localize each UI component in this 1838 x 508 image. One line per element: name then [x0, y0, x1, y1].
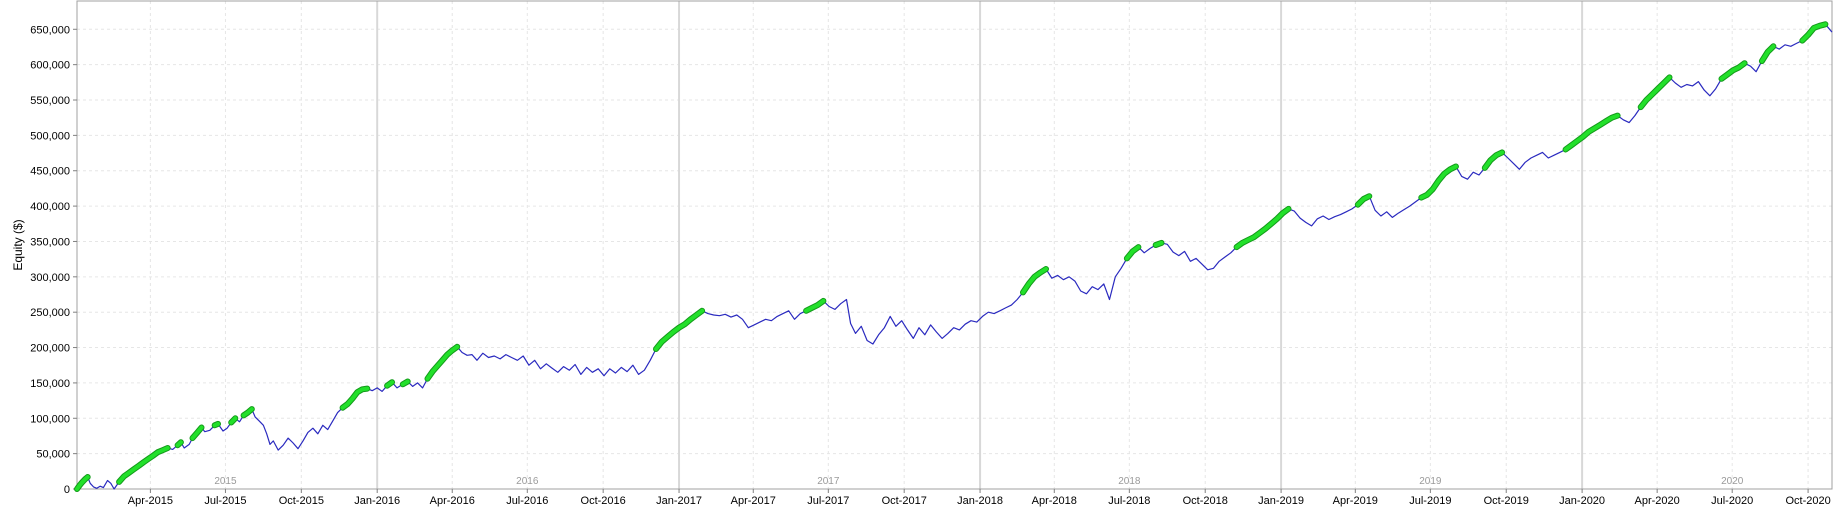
- new-high-segment: [340, 386, 370, 410]
- y-tick-label: 600,000: [30, 60, 70, 72]
- year-label: 2018: [1118, 476, 1141, 487]
- year-label: 2015: [214, 476, 237, 487]
- new-high-segment: [1563, 113, 1620, 152]
- x-tick-label: Apr-2016: [430, 495, 475, 507]
- new-high-segment: [1355, 194, 1372, 207]
- x-tick-label: Jul-2015: [204, 495, 246, 507]
- x-tick-label: Jul-2018: [1108, 495, 1150, 507]
- new-high-segment: [117, 446, 170, 484]
- x-tick-label: Jan-2019: [1258, 495, 1304, 507]
- x-tick-label: Jan-2018: [957, 495, 1003, 507]
- year-label: 2016: [516, 476, 539, 487]
- x-tick-label: Oct-2016: [581, 495, 626, 507]
- new-high-segment: [1021, 267, 1048, 295]
- x-tick-label: Jul-2020: [1711, 495, 1753, 507]
- x-tick-label: Apr-2017: [731, 495, 776, 507]
- new-high-segment: [175, 440, 183, 448]
- x-tick-label: Oct-2018: [1183, 495, 1228, 507]
- y-tick-label: 0: [64, 484, 70, 496]
- new-high-layer: [74, 21, 1829, 492]
- y-tick-label: 450,000: [30, 166, 70, 178]
- x-tick-label: Jul-2019: [1409, 495, 1451, 507]
- new-high-segment: [1419, 164, 1458, 200]
- grid-layer: [77, 1, 1832, 490]
- x-tick-label: Jan-2016: [354, 495, 400, 507]
- new-high-segment: [190, 425, 204, 441]
- x-tick-label: Oct-2017: [882, 495, 927, 507]
- new-high-segment: [425, 344, 460, 381]
- axis-layer: 0 50,000 100,000 150,000 200,000 250,000 300,0…: [30, 24, 1830, 507]
- x-tick-label: Apr-2018: [1032, 495, 1077, 507]
- x-tick-label: Oct-2020: [1785, 495, 1830, 507]
- new-high-segment: [212, 421, 220, 428]
- new-high-segment: [654, 308, 705, 351]
- x-tick-label: Apr-2020: [1635, 495, 1680, 507]
- new-high-segment: [804, 298, 826, 313]
- new-high-segment: [1800, 22, 1828, 43]
- x-tick-label: Jul-2016: [506, 495, 548, 507]
- equity-line: [76, 23, 1833, 490]
- new-high-segment: [1638, 75, 1672, 110]
- year-label: 2020: [1721, 476, 1744, 487]
- new-high-segment: [75, 475, 90, 491]
- y-tick-label: 200,000: [30, 343, 70, 355]
- y-tick-label: 500,000: [30, 130, 70, 142]
- new-high-segment: [1234, 206, 1291, 250]
- y-tick-label: 400,000: [30, 201, 70, 213]
- y-axis-title: Equity ($): [11, 219, 25, 270]
- new-high-segment: [229, 416, 238, 425]
- y-tick-label: 300,000: [30, 272, 70, 284]
- plot-frame: [76, 0, 1833, 490]
- y-tick-label: 650,000: [30, 24, 70, 36]
- x-tick-label: Jan-2017: [656, 495, 702, 507]
- y-tick-label: 350,000: [30, 236, 70, 248]
- new-high-segment: [1482, 150, 1505, 170]
- new-high-segment: [385, 380, 394, 388]
- y-tick-label: 100,000: [30, 413, 70, 425]
- y-tick-label: 250,000: [30, 307, 70, 319]
- x-tick-label: Apr-2015: [128, 495, 173, 507]
- year-separator-layer: [376, 1, 1584, 489]
- new-high-segment: [241, 407, 254, 418]
- year-label: 2019: [1419, 476, 1442, 487]
- year-label: 2017: [817, 476, 840, 487]
- x-tick-label: Jul-2017: [807, 495, 849, 507]
- y-tick-label: 50,000: [36, 449, 70, 461]
- x-tick-label: Oct-2015: [279, 495, 324, 507]
- new-high-segment: [400, 379, 410, 387]
- x-tick-label: Apr-2019: [1333, 495, 1378, 507]
- x-tick-label: Jan-2020: [1559, 495, 1605, 507]
- new-high-segment: [1759, 44, 1776, 64]
- y-tick-label: 150,000: [30, 378, 70, 390]
- y-tick-label: 550,000: [30, 95, 70, 107]
- new-high-segment: [1124, 245, 1141, 261]
- x-tick-label: Oct-2019: [1484, 495, 1529, 507]
- new-high-segment: [1719, 61, 1747, 81]
- new-high-segment: [1153, 240, 1164, 247]
- series-layer: [76, 23, 1833, 490]
